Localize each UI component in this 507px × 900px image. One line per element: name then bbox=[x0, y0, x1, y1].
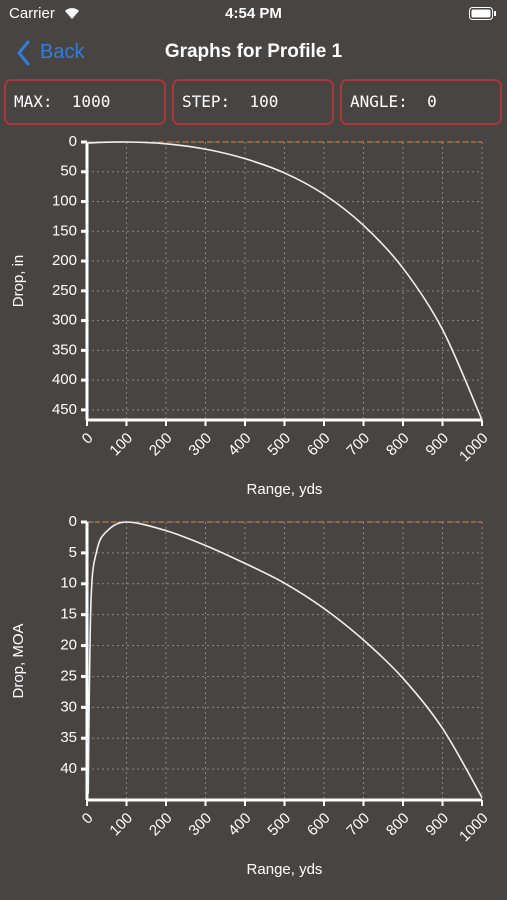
x-tick-label: 400 bbox=[225, 430, 255, 460]
y-tick-label: 400 bbox=[52, 371, 77, 388]
status-bar: Carrier 4:54 PM bbox=[0, 0, 507, 28]
battery-icon bbox=[469, 7, 496, 20]
back-chevron[interactable] bbox=[16, 40, 32, 66]
y-tick-label: 20 bbox=[60, 637, 77, 654]
x-tick-label: 700 bbox=[343, 810, 373, 840]
x-tick-label: 500 bbox=[264, 810, 294, 840]
y-axis-label: Drop, MOA bbox=[10, 623, 27, 698]
x-tick-label: 800 bbox=[383, 810, 413, 840]
x-tick-label: 1000 bbox=[456, 810, 492, 846]
clock: 4:54 PM bbox=[225, 5, 282, 22]
x-tick-label: 600 bbox=[304, 430, 334, 460]
carrier: Carrier bbox=[9, 5, 55, 22]
angle-field[interactable]: ANGLE: 0 bbox=[340, 79, 502, 125]
y-tick-label: 35 bbox=[60, 729, 77, 746]
x-tick-label: 200 bbox=[146, 430, 176, 460]
y-tick-label: 40 bbox=[60, 760, 77, 777]
x-tick-label: 400 bbox=[225, 810, 255, 840]
drop-moa-chart: 0 100 200 300 400 500 600 700 800 900 1000 0 5 10 15 20… bbox=[10, 513, 492, 878]
field-label: MAX: bbox=[14, 92, 53, 111]
field-label: ANGLE: bbox=[350, 92, 408, 111]
x-tick-label: 0 bbox=[79, 810, 97, 828]
y-tick-label: 100 bbox=[52, 192, 77, 209]
y-tick-label: 30 bbox=[60, 698, 77, 715]
x-tick-label: 800 bbox=[383, 430, 413, 460]
x-axis-label: Range, yds bbox=[247, 861, 323, 878]
nav-title: Graphs for Profile 1 bbox=[164, 41, 343, 62]
x-tick-label: 200 bbox=[146, 810, 176, 840]
step-field[interactable]: STEP: 100 bbox=[172, 79, 334, 125]
y-tick-label: 0 bbox=[69, 133, 77, 150]
navigation-bar: Back Graphs for Profile 1 bbox=[0, 30, 507, 74]
y-axis-label: Drop, in bbox=[10, 255, 27, 308]
x-axis-label: Range, yds bbox=[247, 481, 323, 498]
field-value: 100 bbox=[249, 92, 279, 111]
drop-inches-chart: 0 100 200 300 400 500 600 700 800 900 1000 0 50 100 15… bbox=[10, 133, 492, 498]
max-field[interactable]: MAX: 1000 bbox=[4, 79, 166, 125]
x-tick-label: 500 bbox=[264, 430, 294, 460]
x-tick-label: 100 bbox=[106, 810, 136, 840]
x-tick-label: 1000 bbox=[456, 430, 492, 466]
y-tick-label: 0 bbox=[69, 513, 77, 530]
data-line bbox=[86, 141, 483, 421]
y-tick-label: 50 bbox=[60, 163, 77, 180]
y-tick-label: 150 bbox=[52, 222, 77, 239]
data-line bbox=[87, 521, 483, 798]
x-tick-label: 900 bbox=[422, 810, 452, 840]
wifi-icon bbox=[65, 8, 79, 19]
x-tick-label: 900 bbox=[422, 430, 452, 460]
field-value: 0 bbox=[427, 92, 437, 111]
field-value: 1000 bbox=[71, 92, 111, 111]
y-tick-label: 15 bbox=[60, 606, 77, 623]
x-tick-label: 600 bbox=[304, 810, 334, 840]
x-tick-label: 700 bbox=[343, 430, 373, 460]
y-tick-label: 300 bbox=[52, 312, 77, 329]
x-tick-label: 100 bbox=[106, 430, 136, 460]
y-tick-label: 450 bbox=[52, 401, 77, 418]
x-tick-label: 300 bbox=[185, 430, 215, 460]
y-tick-label: 25 bbox=[60, 667, 77, 684]
x-tick-label: 0 bbox=[79, 430, 97, 448]
y-tick-label: 5 bbox=[69, 544, 77, 561]
y-tick-label: 350 bbox=[52, 341, 77, 358]
back-button[interactable]: Back bbox=[40, 41, 85, 63]
x-tick-label: 300 bbox=[185, 810, 215, 840]
y-tick-label: 200 bbox=[52, 252, 77, 269]
y-tick-label: 10 bbox=[60, 575, 77, 592]
field-label: STEP: bbox=[182, 92, 231, 111]
y-tick-label: 250 bbox=[52, 282, 77, 299]
